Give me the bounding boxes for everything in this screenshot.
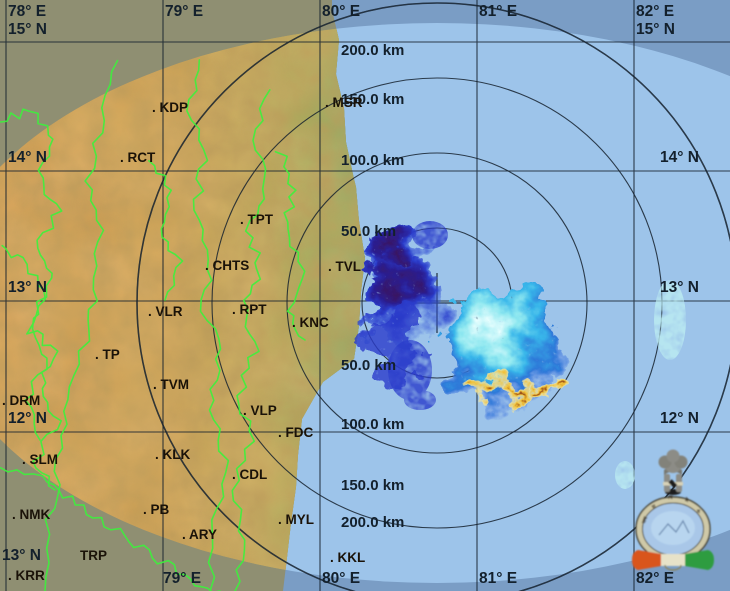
svg-text:. FDC: . FDC xyxy=(278,425,313,440)
svg-text:. KLK: . KLK xyxy=(155,447,190,462)
svg-text:200.0 km: 200.0 km xyxy=(341,42,404,59)
svg-text:. DRM: . DRM xyxy=(2,393,40,408)
svg-text:100.0 km: 100.0 km xyxy=(341,152,404,169)
svg-text:. TVL: . TVL xyxy=(328,259,361,274)
svg-text:100.0 km: 100.0 km xyxy=(341,416,404,433)
svg-text:. ARY: . ARY xyxy=(182,527,217,542)
svg-text:. TPT: . TPT xyxy=(240,212,274,227)
svg-text:50.0 km: 50.0 km xyxy=(341,223,396,240)
svg-text:79° E: 79° E xyxy=(165,3,203,20)
svg-text:80° E: 80° E xyxy=(322,570,360,587)
svg-text:त्य: त्य xyxy=(667,495,674,501)
svg-text:. RPT: . RPT xyxy=(232,302,267,317)
svg-text:. MSR: . MSR xyxy=(325,95,363,110)
svg-text:. RCT: . RCT xyxy=(120,150,156,165)
svg-text:12° N: 12° N xyxy=(660,410,699,427)
svg-text:. KRR: . KRR xyxy=(8,568,45,583)
svg-text:TRP: TRP xyxy=(80,548,107,563)
svg-text:81° E: 81° E xyxy=(479,3,517,20)
svg-text:82° E: 82° E xyxy=(636,3,674,20)
svg-text:15° N: 15° N xyxy=(8,21,47,38)
svg-text:. KDP: . KDP xyxy=(152,100,188,115)
svg-text:81° E: 81° E xyxy=(479,570,517,587)
svg-text:79° E: 79° E xyxy=(163,570,201,587)
svg-text:78° E: 78° E xyxy=(8,3,46,20)
svg-text:13° N: 13° N xyxy=(8,279,47,296)
svg-text:. MYL: . MYL xyxy=(278,512,314,527)
svg-text:. NMK: . NMK xyxy=(12,507,50,522)
svg-text:150.0 km: 150.0 km xyxy=(341,477,404,494)
svg-text:14° N: 14° N xyxy=(8,149,47,166)
svg-text:. VLP: . VLP xyxy=(243,403,277,418)
svg-text:. PB: . PB xyxy=(143,502,170,517)
svg-text:15° N: 15° N xyxy=(636,21,675,38)
svg-text:. CHTS: . CHTS xyxy=(205,258,249,273)
svg-text:. SLM: . SLM xyxy=(22,452,58,467)
svg-text:14° N: 14° N xyxy=(660,149,699,166)
svg-text:82° E: 82° E xyxy=(636,570,674,587)
svg-text:. TP: . TP xyxy=(95,347,120,362)
svg-text:13° N: 13° N xyxy=(660,279,699,296)
svg-text:13° N: 13° N xyxy=(2,547,41,564)
svg-text:. CDL: . CDL xyxy=(232,467,267,482)
svg-text:80° E: 80° E xyxy=(322,3,360,20)
svg-text:12° N: 12° N xyxy=(8,410,47,427)
svg-text:50.0 km: 50.0 km xyxy=(341,357,396,374)
svg-text:200.0 km: 200.0 km xyxy=(341,514,404,531)
svg-text:. KNC: . KNC xyxy=(292,315,329,330)
svg-text:. KKL: . KKL xyxy=(330,550,365,565)
svg-text:. VLR: . VLR xyxy=(148,304,183,319)
svg-text:. TVM: . TVM xyxy=(153,377,189,392)
